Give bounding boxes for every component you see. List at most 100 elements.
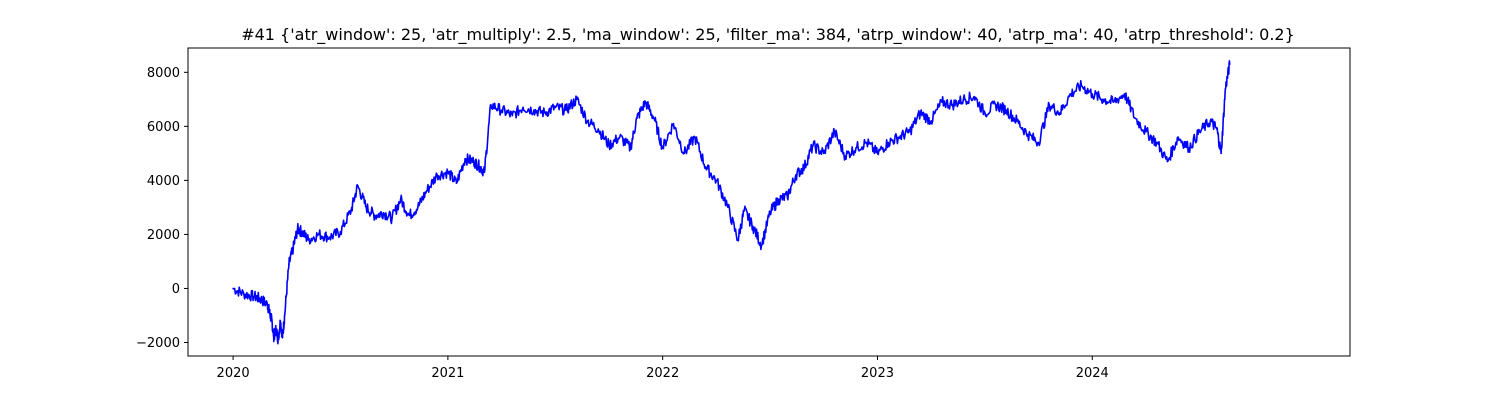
y-tick-label: 6000 [147,120,180,135]
x-tick-label: 2021 [431,366,464,381]
data-point [1112,101,1115,103]
data-point [281,336,284,338]
data-point [554,106,557,109]
data-point [455,182,458,184]
chart-title: #41 {'atr_window': 25, 'atr_multiply': 2… [241,25,1295,45]
data-point [973,95,975,98]
y-tick-label: 2000 [147,228,180,243]
data-point [279,320,282,322]
data-point [1091,93,1094,95]
data-point [436,174,438,176]
data-point [586,120,589,122]
data-point [288,263,290,265]
data-point [483,171,486,174]
data-point [608,144,610,147]
data-point [1188,147,1190,149]
data-point [941,101,943,103]
data-point [575,98,578,101]
data-point [1123,93,1126,95]
axes-frame [187,47,1351,357]
data-point [1069,93,1072,95]
data-point [1224,87,1227,90]
data-point [951,103,954,106]
data-point [1155,141,1158,144]
data-point [822,152,825,155]
data-point [1220,152,1222,155]
y-tick-label: 8000 [147,66,180,81]
data-point [737,239,739,241]
data-point [1209,120,1212,122]
data-point [855,147,857,149]
data-point [382,212,385,214]
x-axis: 2020 2021 2022 2023 2024 [217,356,1109,381]
data-point [1016,120,1018,122]
data-point [898,136,900,138]
data-point [301,230,303,233]
data-point [472,160,475,163]
data-point [1048,103,1051,106]
data-point [1166,160,1169,163]
plot-area [232,60,1231,345]
equity-series-line [232,60,1231,345]
y-tick-label: −2000 [136,336,180,351]
data-point [887,141,890,144]
data-point [273,336,275,338]
data-point [1198,130,1201,133]
data-point [1134,117,1137,120]
data-point [253,295,256,298]
data-point [1145,130,1147,133]
data-point [653,117,655,120]
y-axis: −2000 0 2000 4000 6000 8000 [136,66,188,351]
data-point [318,233,320,236]
data-point [292,247,295,249]
data-point [232,287,234,290]
data-point [812,144,814,147]
data-point [374,214,376,217]
x-tick-label: 2024 [1076,366,1109,381]
data-point [399,198,402,201]
data-point [425,190,428,192]
data-point [307,239,310,241]
data-point [296,228,299,230]
data-point [597,128,600,130]
data-point [694,136,696,138]
x-tick-label: 2020 [217,366,250,381]
data-point [1228,63,1231,66]
data-point [636,117,638,120]
data-point [533,109,535,111]
x-tick-label: 2022 [646,366,679,381]
data-point [522,106,524,109]
data-point [356,184,359,187]
data-point [777,198,780,201]
data-point [984,112,986,114]
data-point [275,328,277,330]
data-point [833,130,836,133]
data-point [565,109,567,111]
data-point [328,236,331,238]
data-point [994,103,997,106]
data-point [350,209,353,211]
data-point [464,157,466,160]
data-point [962,98,965,101]
data-point [1005,109,1008,111]
data-point [270,320,273,322]
data-point [795,174,797,176]
data-point [865,141,868,144]
data-point [844,155,847,157]
data-point [726,203,728,206]
data-point [490,103,492,106]
data-point [876,152,879,155]
data-point [365,206,368,209]
data-point [1102,98,1104,101]
data-point [661,147,664,149]
data-point [543,112,546,114]
y-tick-label: 0 [172,282,180,297]
data-point [243,293,245,295]
x-tick-label: 2023 [861,366,894,381]
data-point [391,217,393,220]
data-point [408,214,411,217]
data-point [704,166,707,168]
data-point [919,112,922,114]
data-point [1080,85,1083,87]
